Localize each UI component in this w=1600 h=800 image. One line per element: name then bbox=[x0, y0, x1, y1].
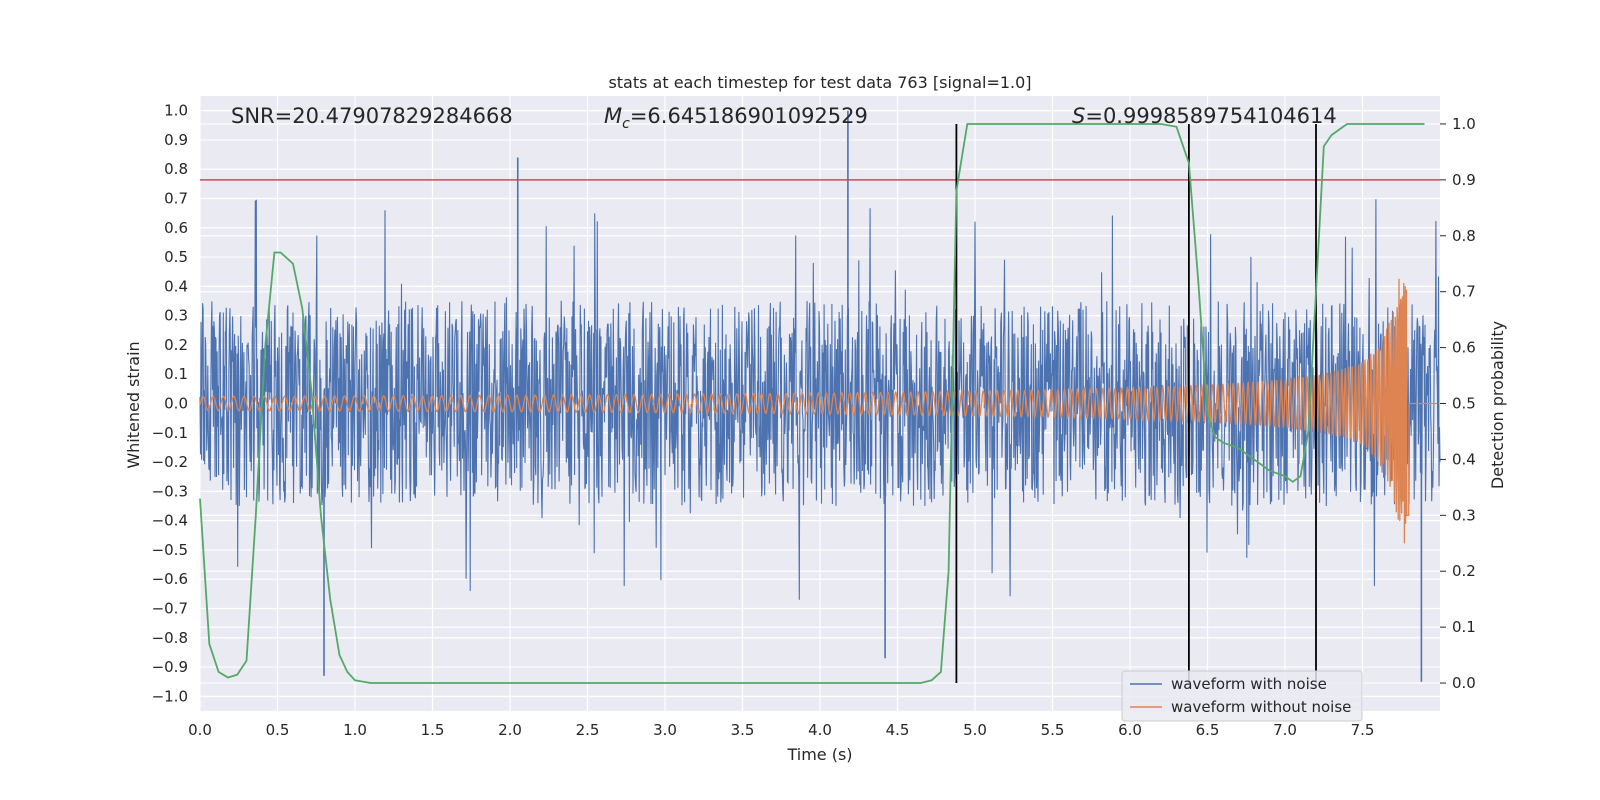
y2-tick-label: 0.2 bbox=[1452, 562, 1476, 580]
x-tick-label: 0.5 bbox=[266, 721, 290, 739]
y2-tick-label: 0.4 bbox=[1452, 450, 1476, 468]
y2-tick-label: 0.1 bbox=[1452, 618, 1476, 636]
y2-tick-label: 0.9 bbox=[1452, 171, 1476, 189]
chirp-mass-annotation: Mc=6.645186901092529 bbox=[604, 104, 868, 132]
y2-tick-label: 0.5 bbox=[1452, 395, 1476, 413]
chart-title: stats at each timestep for test data 763… bbox=[608, 73, 1031, 92]
mc-symbol: M bbox=[604, 104, 622, 128]
x-tick-label: 4.0 bbox=[808, 721, 832, 739]
x-tick-label: 2.0 bbox=[498, 721, 522, 739]
y-tick-label: 0.6 bbox=[164, 219, 188, 237]
y-tick-label: −0.1 bbox=[152, 424, 188, 442]
y-tick-label: −0.7 bbox=[152, 600, 188, 618]
x-tick-label: 6.5 bbox=[1196, 721, 1220, 739]
x-tick-label: 7.5 bbox=[1351, 721, 1375, 739]
y2-tick-label: 0.8 bbox=[1452, 227, 1476, 245]
legend: waveform with noise waveform without noi… bbox=[1121, 670, 1363, 722]
y2-tick-label: 1.0 bbox=[1452, 115, 1476, 133]
y-tick-label: 1.0 bbox=[164, 102, 188, 120]
y-tick-label: −0.4 bbox=[152, 512, 188, 530]
x-tick-label: 3.5 bbox=[731, 721, 755, 739]
x-axis-ticks: 0.0 0.5 1.0 1.5 2.0 2.5 3.0 3.5 4.0 4.5 5.0 5.5 6.0 6… bbox=[188, 721, 1374, 739]
y-tick-label: −0.8 bbox=[152, 629, 188, 647]
y2-tick-label: 0.7 bbox=[1452, 283, 1476, 301]
y-axis-ticks: 1.0 0.9 0.8 0.7 0.6 0.5 0.4 0.3 0.2 0.1 0.0 −0.1 −0.… bbox=[152, 102, 188, 706]
x-tick-label: 4.5 bbox=[886, 721, 910, 739]
x-tick-label: 5.5 bbox=[1041, 721, 1065, 739]
snr-annotation: SNR=20.47907829284668 bbox=[231, 104, 513, 128]
y2-tick-label: 0.6 bbox=[1452, 339, 1476, 357]
legend-label-noisy: waveform with noise bbox=[1171, 675, 1327, 693]
y-tick-label: 0.2 bbox=[164, 336, 188, 354]
x-tick-label: 2.5 bbox=[576, 721, 600, 739]
y-tick-label: 0.5 bbox=[164, 248, 188, 266]
y2-tick-label: 0.3 bbox=[1452, 506, 1476, 524]
y-tick-label: 0.9 bbox=[164, 131, 188, 149]
x-tick-label: 1.5 bbox=[421, 721, 445, 739]
y-tick-label: −0.9 bbox=[152, 658, 188, 676]
y-tick-label: −0.5 bbox=[152, 541, 188, 559]
y-tick-label: 0.3 bbox=[164, 307, 188, 325]
detection-probability-line bbox=[199, 123, 1425, 684]
legend-label-clean: waveform without noise bbox=[1171, 698, 1351, 716]
waveform-with-noise-line bbox=[199, 199, 1441, 600]
y-tick-label: 0.1 bbox=[164, 365, 188, 383]
x-tick-label: 1.0 bbox=[343, 721, 367, 739]
y-tick-label: 0.7 bbox=[164, 190, 188, 208]
series-waveform-without-noise bbox=[199, 278, 1437, 544]
x-tick-label: 7.0 bbox=[1273, 721, 1297, 739]
y-tick-label: 0.4 bbox=[164, 277, 188, 295]
mc-subscript: c bbox=[622, 116, 630, 132]
score-annotation: S=0.9998589754104614 bbox=[1072, 104, 1337, 128]
legend-box bbox=[1121, 670, 1363, 722]
mc-value: =6.645186901092529 bbox=[630, 104, 868, 128]
x-tick-label: 6.0 bbox=[1118, 721, 1142, 739]
y-tick-label: −0.2 bbox=[152, 453, 188, 471]
s-symbol: S bbox=[1072, 104, 1085, 128]
y2-tick-label: 0.0 bbox=[1452, 674, 1476, 692]
y-tick-label: 0.8 bbox=[164, 160, 188, 178]
y-tick-label: −0.6 bbox=[152, 570, 188, 588]
x-tick-label: 0.0 bbox=[188, 721, 212, 739]
y-tick-label: 0.0 bbox=[164, 395, 188, 413]
x-axis-label: Time (s) bbox=[786, 745, 852, 764]
y-axis-label: Whitened strain bbox=[124, 341, 143, 468]
series-detection-probability bbox=[199, 123, 1425, 684]
y2-axis-ticks: 1.0 0.9 0.8 0.7 0.6 0.5 0.4 0.3 0.2 0.1 0.0 bbox=[1440, 115, 1476, 692]
s-value: =0.9998589754104614 bbox=[1085, 104, 1336, 128]
y2-axis-label: Detection probability bbox=[1488, 321, 1507, 489]
waveform-without-noise-line bbox=[199, 278, 1437, 544]
y-tick-label: −1.0 bbox=[152, 687, 188, 705]
y-tick-label: −0.3 bbox=[152, 482, 188, 500]
x-tick-label: 5.0 bbox=[963, 721, 987, 739]
x-tick-label: 3.0 bbox=[653, 721, 677, 739]
